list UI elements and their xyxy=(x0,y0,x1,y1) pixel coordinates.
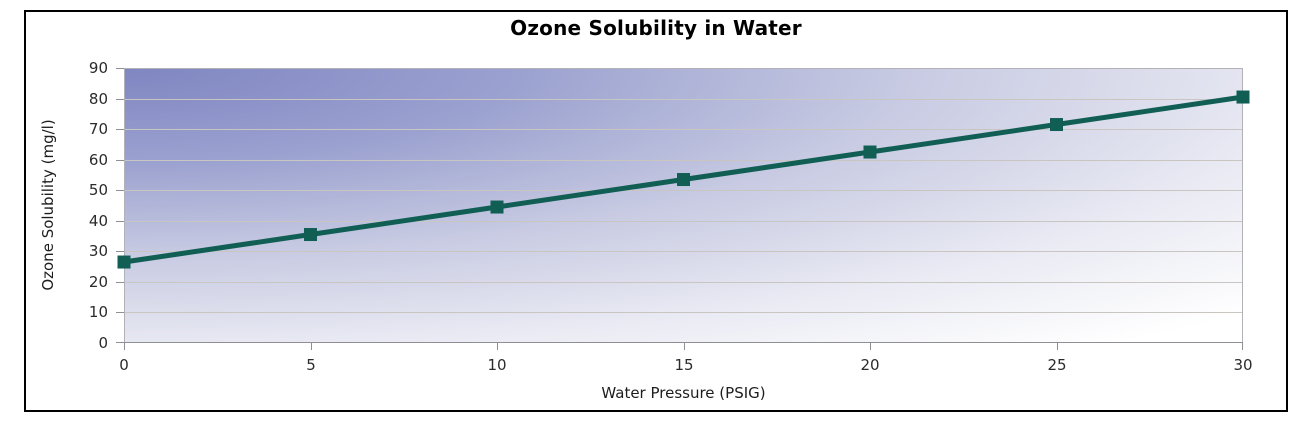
plot-border xyxy=(124,68,1243,343)
x-tick-label: 30 xyxy=(1233,356,1253,374)
y-tick-label: 30 xyxy=(88,242,108,260)
x-tick-label: 5 xyxy=(306,356,316,374)
chart-title: Ozone Solubility in Water xyxy=(510,16,802,40)
plot-svg xyxy=(116,68,1250,350)
y-axis-tick-labels: 0 10 20 30 40 50 60 70 80 90 xyxy=(26,59,108,352)
plot-gradient-background xyxy=(124,68,1243,343)
data-point-marker xyxy=(863,145,877,159)
x-tick-label: 20 xyxy=(860,356,880,374)
data-point-marker xyxy=(117,255,131,269)
x-tick-label: 15 xyxy=(674,356,694,374)
x-tick-label: 10 xyxy=(487,356,507,374)
x-tick-label: 25 xyxy=(1047,356,1067,374)
data-point-marker xyxy=(677,173,690,187)
y-tick-label: 10 xyxy=(88,303,108,321)
x-axis-tick-labels: 0 5 10 15 20 25 30 xyxy=(119,356,1252,376)
data-point-marker xyxy=(1050,118,1063,132)
y-tick-label: 50 xyxy=(88,181,108,199)
y-tick-label: 20 xyxy=(88,273,108,291)
x-axis-title: Water Pressure (PSIG) xyxy=(601,384,766,402)
y-tick-label: 90 xyxy=(88,59,108,77)
y-tick-label: 0 xyxy=(98,334,108,352)
data-point-marker xyxy=(490,200,504,214)
data-point-marker xyxy=(1236,90,1250,104)
ozone-chart-figure: Ozone Solubility in Water Ozone Solubili… xyxy=(24,10,1288,412)
y-tick-label: 40 xyxy=(88,212,108,230)
y-tick-label: 60 xyxy=(88,151,108,169)
y-tick-label: 80 xyxy=(88,90,108,108)
plot-area xyxy=(116,68,1250,350)
x-tick-label: 0 xyxy=(119,356,129,374)
y-tick-label: 70 xyxy=(88,120,108,138)
data-point-marker xyxy=(304,228,317,242)
